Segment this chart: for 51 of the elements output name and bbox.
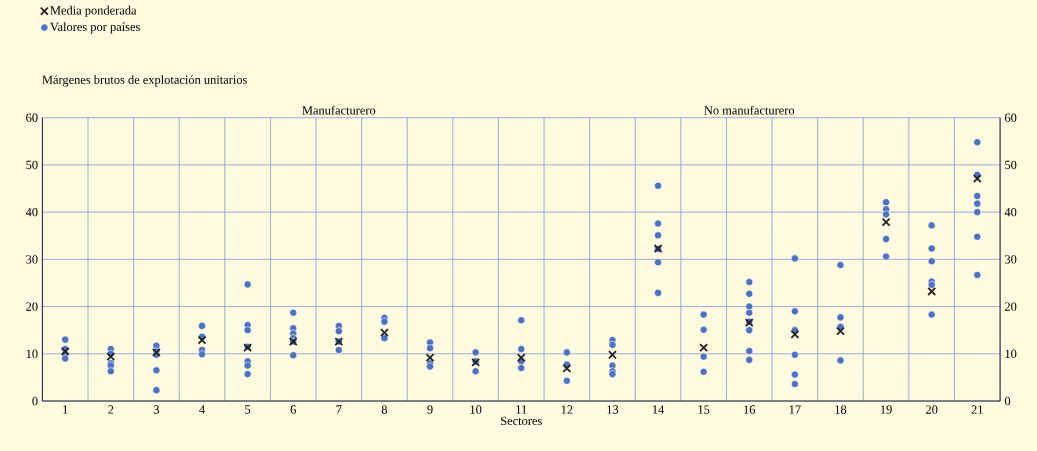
y-tick-label: 20	[26, 302, 38, 311]
point	[425, 353, 435, 363]
x-tick-label: 1	[63, 405, 68, 414]
x-tick-label: 13	[607, 405, 619, 414]
point	[881, 217, 891, 227]
x-tick-label: 7	[336, 405, 342, 414]
point	[608, 350, 617, 360]
x-tick-label: 9	[427, 405, 433, 414]
x-tick-label: 16	[744, 405, 756, 414]
y2-tick-label: 60	[1004, 113, 1017, 122]
x-axis-title: Sectores	[501, 416, 542, 426]
x-tick-label: 17	[789, 405, 801, 414]
y-tick-label: 0	[32, 396, 38, 406]
x-tick-label: 6	[290, 405, 296, 414]
y2-tick-label: 0	[1004, 396, 1011, 406]
x-tick-label: 2	[108, 405, 114, 414]
point	[699, 343, 709, 353]
y-tick-label: 60	[26, 113, 38, 122]
x-tick-label: 14	[652, 405, 665, 414]
x-tick-label: 21	[971, 405, 983, 414]
point	[927, 287, 937, 296]
point	[106, 352, 116, 362]
y2-tick-label: 20	[1004, 302, 1017, 311]
x-tick-label: 8	[381, 405, 388, 414]
y-tick-label: 10	[26, 349, 38, 359]
x-tick-label: 3	[153, 405, 160, 414]
text: No manufacturero	[704, 105, 795, 115]
x-tick-label: 5	[245, 405, 251, 414]
x-tick-label: 4	[199, 405, 205, 414]
legend-label: Valores por países	[50, 22, 140, 34]
point	[790, 330, 800, 339]
point	[197, 335, 207, 345]
x-tick-label: 10	[470, 405, 482, 414]
y2-tick-label: 30	[1005, 255, 1017, 264]
x-tick-label: 20	[926, 405, 938, 414]
y2-tick-label: 10	[1005, 349, 1017, 359]
legend-label: Media ponderada	[50, 5, 137, 18]
y2-tick-label: 50	[1005, 160, 1017, 170]
x-tick-label: 11	[516, 405, 527, 414]
x-tick-label: 12	[561, 405, 573, 414]
x-tick-label: 19	[880, 405, 892, 414]
point	[516, 353, 526, 363]
point	[562, 364, 572, 373]
y-axis-title: Márgenes brutos de explotación unitarios	[42, 75, 247, 87]
y2-tick-label: 40	[1004, 208, 1017, 217]
y-tick-label: 30	[26, 255, 38, 264]
x-tick-label: 15	[698, 405, 710, 414]
text: Manufacturero	[302, 105, 376, 115]
y-tick-label: 50	[26, 160, 38, 170]
y-tick-label: 40	[25, 208, 38, 217]
x-tick-label: 18	[835, 405, 847, 414]
